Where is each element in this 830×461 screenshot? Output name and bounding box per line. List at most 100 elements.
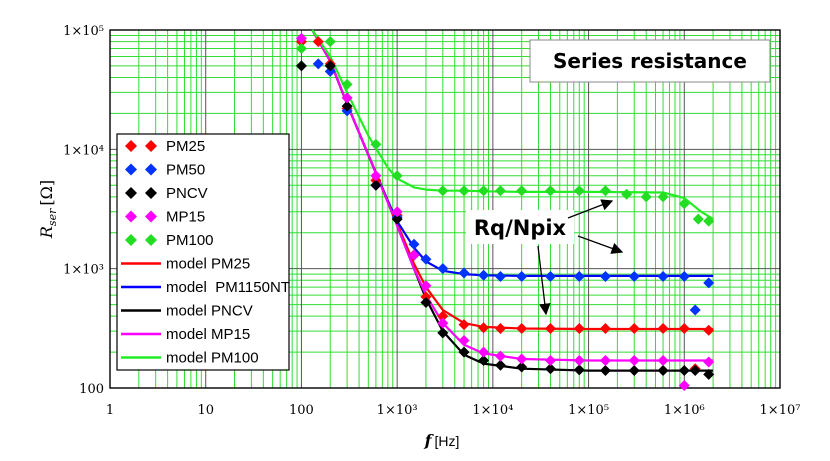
- data-point-pm25: [478, 322, 490, 334]
- y-tick-label: 100: [79, 382, 104, 397]
- data-point-pncv: [703, 368, 715, 380]
- data-point-pncv: [678, 365, 690, 377]
- legend-label: PM100: [166, 232, 214, 249]
- data-point-pncv: [370, 179, 382, 191]
- data-point-pncv: [573, 364, 585, 376]
- data-point-mp15: [678, 379, 690, 391]
- data-point-pm50: [516, 270, 528, 282]
- data-point-pm100: [370, 138, 382, 150]
- data-point-pm25: [312, 36, 324, 48]
- data-point-mp15: [408, 249, 420, 261]
- legend-label: model PNCV: [166, 303, 253, 320]
- data-point-mp15: [341, 92, 353, 104]
- annotation: Rq/Npix: [466, 199, 624, 316]
- data-point-pm50: [312, 58, 324, 70]
- data-point-pm50: [703, 277, 715, 289]
- data-point-mp15: [420, 280, 432, 292]
- y-axis-label-main: R: [37, 226, 56, 239]
- data-point-pm25: [437, 310, 449, 322]
- data-point-pm100: [391, 170, 403, 182]
- data-point-pm100: [458, 185, 470, 197]
- legend-label: model PM25: [166, 256, 250, 273]
- title-box: [529, 39, 771, 83]
- data-point-pm100: [295, 42, 307, 54]
- data-point-pm50: [689, 304, 701, 316]
- data-point-pncv: [657, 365, 669, 377]
- data-point-mp15: [573, 354, 585, 366]
- legend-label: PM25: [166, 138, 205, 155]
- data-point-mp15: [391, 206, 403, 218]
- x-tick-label: 1×10³: [377, 403, 418, 418]
- legend-marker-pm25: [125, 140, 137, 152]
- data-point-pncv: [689, 365, 701, 377]
- data-point-pm50: [657, 270, 669, 282]
- data-point-pm100: [678, 198, 690, 210]
- data-point-pncv: [437, 327, 449, 339]
- legend-label: model PM100: [166, 350, 259, 367]
- legend-label: PNCV: [166, 185, 208, 202]
- data-point-mp15: [628, 354, 640, 366]
- data-point-mp15: [478, 346, 490, 358]
- data-point-pncv: [628, 365, 640, 377]
- x-tick-label: 100: [289, 403, 314, 418]
- data-point-pm100: [692, 213, 704, 225]
- data-point-pncv: [544, 363, 556, 375]
- data-point-pm100: [544, 185, 556, 197]
- data-point-mp15: [516, 353, 528, 365]
- data-point-pm100: [494, 185, 506, 197]
- y-tick-label: 1×10⁵: [63, 24, 104, 39]
- data-point-pncv: [478, 354, 490, 366]
- annotation-arrow-pm100: [567, 199, 614, 219]
- x-tick-label: 1: [106, 403, 114, 418]
- data-point-mp15: [544, 354, 556, 366]
- data-point-pm25: [420, 291, 432, 303]
- x-tick-label: 1×10⁶: [664, 403, 705, 418]
- data-point-pncv: [516, 361, 528, 373]
- annotation-arrow-pm25: [537, 245, 551, 316]
- data-point-pm100: [478, 185, 490, 197]
- data-point-pm50: [437, 263, 449, 275]
- data-point-pm100: [324, 36, 336, 48]
- data-point-pm50: [494, 270, 506, 282]
- x-tick-label: 1×10⁷: [760, 403, 801, 418]
- data-point-pm25: [657, 323, 669, 335]
- data-point-pm100: [640, 191, 652, 203]
- legend-marker-pm100: [145, 234, 157, 246]
- data-point-pncv: [420, 297, 432, 309]
- data-point-mp15: [458, 335, 470, 347]
- data-point-pm100: [573, 185, 585, 197]
- data-point-pm25: [678, 323, 690, 335]
- legend-marker-mp15: [125, 210, 137, 223]
- data-point-pm50: [408, 238, 420, 250]
- data-point-pm100: [621, 188, 633, 200]
- y-tick-label: 1×10³: [63, 263, 104, 278]
- legend-marker-mp15: [145, 210, 157, 223]
- annotation-label: Rq/Npix: [474, 216, 567, 240]
- data-point-mp15: [703, 356, 715, 368]
- x-tick-label: 1×10⁵: [568, 403, 609, 418]
- data-point-pm25: [494, 323, 506, 335]
- data-point-pm25: [573, 323, 585, 335]
- legend-marker-pncv: [125, 187, 137, 199]
- x-axis-label: f [Hz]: [424, 431, 460, 450]
- data-point-mp15: [657, 354, 669, 366]
- data-point-pncv: [324, 60, 336, 72]
- data-point-pm50: [678, 270, 690, 282]
- legend-marker-pm50: [145, 163, 157, 176]
- data-point-mp15: [295, 32, 307, 44]
- legend-marker-pm25: [145, 140, 157, 152]
- data-point-pm50: [628, 270, 640, 282]
- data-point-pm100: [703, 215, 715, 227]
- legend-label: model MP15: [166, 326, 250, 343]
- data-point-mp15: [437, 317, 449, 329]
- data-point-pm25: [516, 323, 528, 335]
- data-point-pm50: [458, 267, 470, 279]
- legend-marker-pncv: [145, 187, 157, 199]
- legend: PM25 PM50 PNCV MP15 PM100 model PM25 model PM1…: [116, 133, 290, 371]
- data-point-pncv: [494, 359, 506, 371]
- y-axis-label-sub: ser: [46, 208, 59, 226]
- y-tick-label: 1×10⁴: [63, 143, 104, 158]
- annotation-box: [466, 210, 574, 244]
- data-point-pncv: [391, 213, 403, 225]
